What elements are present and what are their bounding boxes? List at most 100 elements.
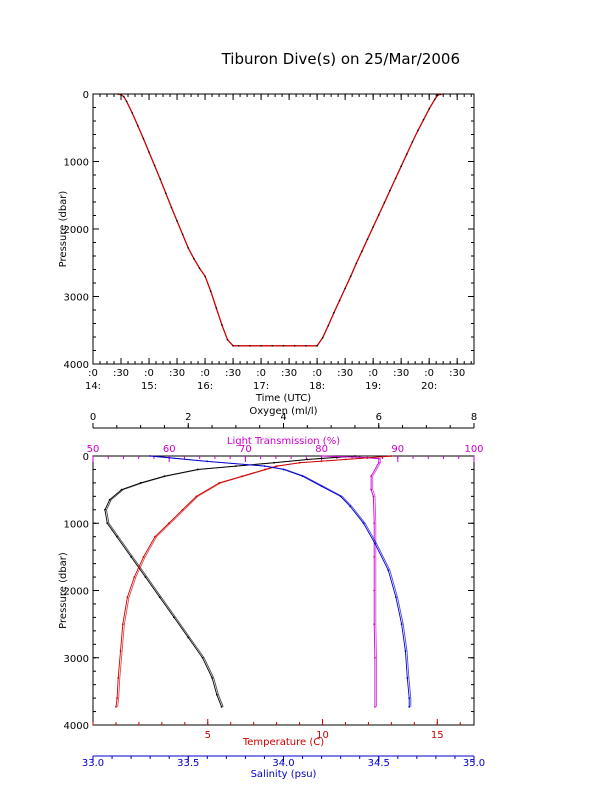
light_transmission-point: [373, 589, 376, 592]
pressure-point: [327, 324, 330, 327]
pressure-point: [117, 93, 120, 95]
salinity-tick-label: 34.0: [272, 758, 294, 769]
salinity-point: [349, 505, 352, 508]
salinity-point: [400, 623, 403, 626]
temperature-point: [275, 465, 278, 467]
light_transmission-point: [373, 623, 376, 626]
pressure-point: [439, 93, 442, 96]
pressure-point: [411, 141, 414, 143]
salinity-point: [394, 596, 397, 599]
salinity-tick-label: 35.0: [463, 758, 485, 769]
oxygen-profile-line: [106, 455, 357, 707]
pressure-vs-time-chart: 01000200030004000:0:30:0:30:0:30:0:30:0:…: [58, 90, 475, 404]
x-tick-label: :0: [88, 368, 98, 379]
oxygen-tick-label: 6: [376, 412, 382, 423]
salinity-point: [320, 485, 323, 488]
pressure-point: [405, 153, 408, 155]
pressure-point: [137, 124, 139, 127]
pressure-point: [181, 233, 184, 236]
light_transmission-point: [374, 705, 376, 708]
transmission-tick-label: 60: [163, 444, 176, 455]
plot-frame: [92, 93, 475, 365]
x-tick-label: :0: [200, 368, 210, 379]
y-tick-label: 1000: [64, 158, 89, 169]
transmission-tick-label: 70: [239, 444, 252, 455]
oxygen-axis-label: Oxygen (ml/l): [249, 406, 317, 417]
pressure-point: [422, 118, 425, 121]
oxygen-point: [115, 535, 118, 538]
temperature-point: [298, 461, 301, 464]
x-hour-label: 14:: [85, 381, 101, 392]
x-hour-label: 16:: [197, 381, 213, 392]
pressure-point: [170, 206, 173, 209]
temperature-point: [264, 468, 267, 471]
pressure-point: [333, 311, 335, 314]
temperature-point: [119, 650, 122, 652]
temperature-axis-label: Temperature (C): [242, 737, 324, 748]
y-tick-label: 4000: [64, 360, 89, 371]
light_transmission-point: [377, 457, 380, 460]
y-tick-label: 2000: [64, 587, 89, 598]
salinity-axis-label: Salinity (psu): [251, 769, 317, 780]
y-tick-label: 1000: [64, 519, 89, 530]
pressure-point: [209, 290, 212, 292]
y-axis-label: Pressure (dbar): [58, 552, 69, 629]
transmission-axis-label: Light Transmission (%): [227, 436, 340, 447]
pressure-point: [165, 192, 167, 195]
oxygen-point: [196, 468, 199, 471]
oxygen-point: [139, 482, 142, 484]
oxygen-point: [106, 522, 109, 525]
salinity-point: [362, 522, 365, 525]
x-tick-label: :30: [113, 368, 129, 379]
light_transmission-point: [370, 488, 373, 491]
temperature-point: [117, 677, 120, 679]
pressure-point: [187, 247, 190, 249]
oxygen-point: [273, 461, 275, 464]
light_transmission-profile-line: [323, 455, 381, 707]
pressure-point: [221, 324, 223, 326]
temperature-point: [154, 535, 156, 538]
x-tick-label: :30: [393, 368, 409, 379]
x-axis-label: Time (UTC): [255, 393, 311, 404]
transmission-tick-label: 100: [464, 444, 483, 455]
salinity-point: [387, 569, 390, 572]
transmission-tick-label: 80: [315, 444, 328, 455]
light_transmission-point: [372, 495, 375, 498]
temperature-point: [115, 705, 117, 708]
x-tick-label: :30: [225, 368, 241, 379]
light_transmission-point: [373, 555, 376, 558]
x-tick-label: :0: [312, 368, 322, 379]
temperature-point: [167, 522, 170, 525]
x-hour-label: 20:: [421, 381, 437, 392]
y-tick-label: 0: [83, 90, 89, 101]
temperature-point: [116, 697, 118, 699]
pressure-point: [442, 93, 444, 95]
oxygen-point: [104, 508, 106, 511]
x-tick-label: :0: [368, 368, 378, 379]
pressure-point: [226, 338, 229, 341]
pressure-point: [125, 100, 128, 103]
oxygen-point: [144, 576, 147, 578]
salinity-point: [206, 460, 209, 463]
oxygen-tick-label: 2: [185, 412, 191, 423]
temperature-tick-label: 5: [205, 730, 211, 741]
pressure-point: [366, 238, 369, 240]
salinity-point: [339, 495, 342, 498]
temperature-point: [218, 482, 221, 484]
transmission-tick-label: 50: [87, 444, 100, 455]
x-tick-label: :30: [449, 368, 465, 379]
salinity-point: [282, 468, 285, 471]
temperature-point: [133, 576, 136, 578]
pressure-point: [153, 164, 156, 167]
pressure-point: [176, 220, 178, 222]
x-tick-label: :0: [256, 368, 266, 379]
salinity-tick-label: 34.5: [368, 758, 390, 769]
pressure-point: [428, 108, 430, 110]
oxygen-point: [306, 458, 309, 461]
x-hour-label: 18:: [309, 381, 325, 392]
pressure-point: [344, 287, 346, 290]
pressure-point: [436, 94, 439, 97]
pressure-point: [372, 226, 374, 228]
salinity-point: [406, 677, 409, 679]
pressure-point: [271, 344, 274, 347]
